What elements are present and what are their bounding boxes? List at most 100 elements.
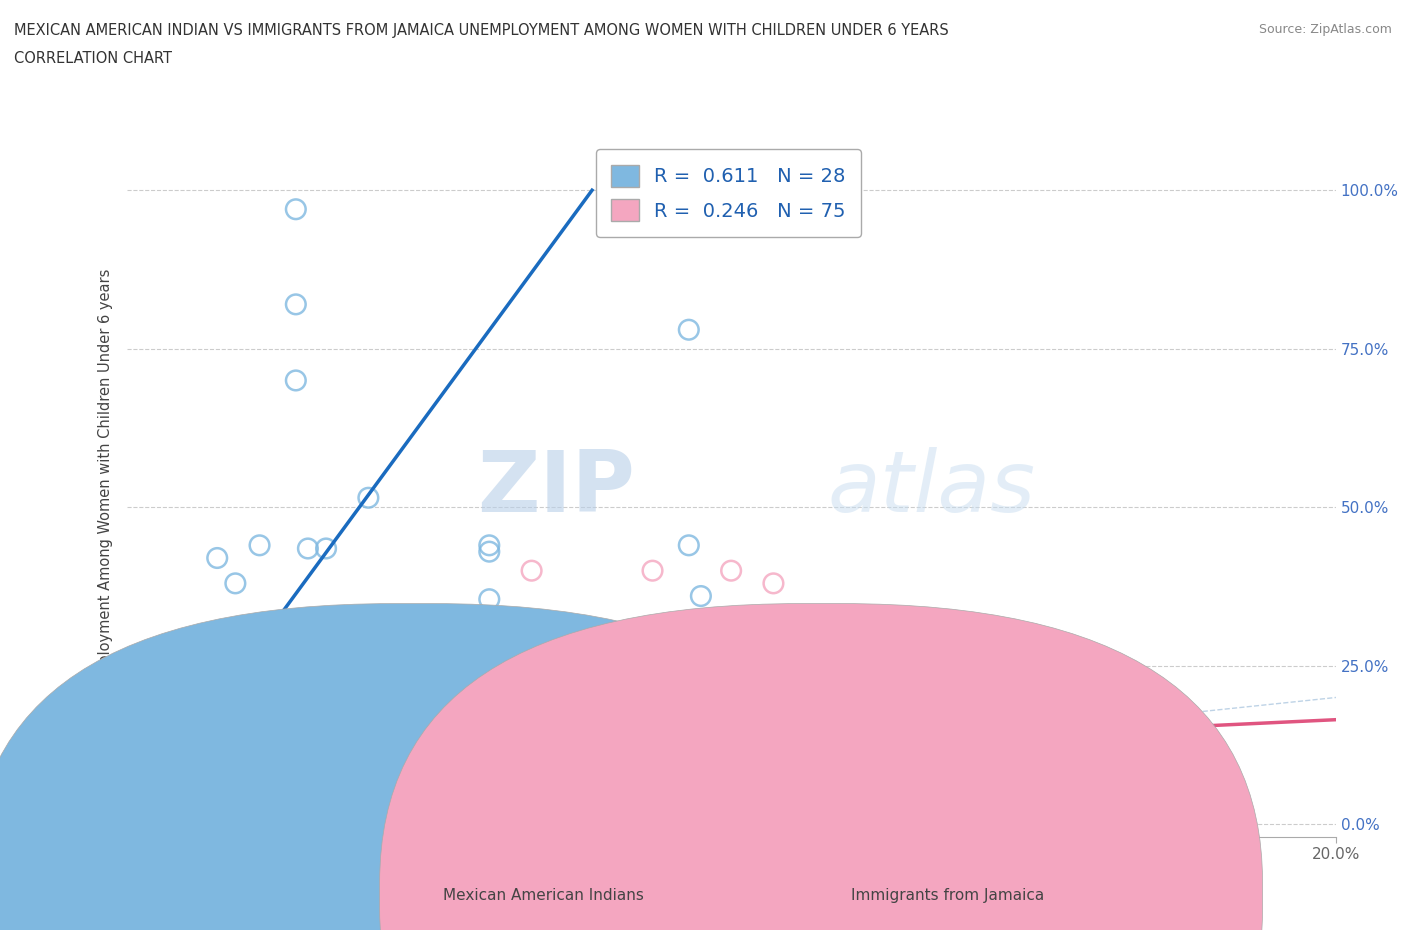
Point — [157, 728, 180, 743]
Point — [134, 776, 156, 790]
Point — [478, 776, 501, 790]
Point — [284, 373, 307, 388]
Point — [720, 564, 742, 578]
Point — [157, 744, 180, 759]
Point — [599, 656, 621, 671]
Point — [315, 753, 337, 768]
Point — [678, 323, 700, 338]
Point — [520, 564, 543, 578]
Point — [375, 744, 398, 759]
Point — [678, 202, 700, 217]
Text: Immigrants from Jamaica: Immigrants from Jamaica — [851, 888, 1043, 903]
Point — [460, 760, 482, 775]
Point — [146, 766, 169, 781]
Point — [205, 630, 228, 644]
Point — [557, 753, 579, 768]
Point — [297, 760, 319, 775]
Point — [315, 709, 337, 724]
Point — [297, 541, 319, 556]
Point — [218, 744, 240, 759]
Point — [399, 753, 422, 768]
Point — [599, 766, 621, 781]
Point — [146, 719, 169, 734]
Point — [375, 760, 398, 775]
Point — [841, 709, 863, 724]
Point — [194, 753, 217, 768]
Point — [146, 725, 169, 740]
Point — [176, 760, 198, 775]
Point — [678, 776, 700, 790]
Y-axis label: Unemployment Among Women with Children Under 6 years: Unemployment Among Women with Children U… — [98, 269, 114, 708]
Point — [496, 760, 519, 775]
Point — [478, 623, 501, 638]
Point — [176, 747, 198, 762]
Point — [194, 766, 217, 781]
Point — [478, 658, 501, 673]
Point — [339, 760, 361, 775]
Point — [762, 769, 785, 784]
Point — [236, 703, 259, 718]
Legend: R =  0.611   N = 28, R =  0.246   N = 75: R = 0.611 N = 28, R = 0.246 N = 75 — [596, 149, 860, 237]
Text: CORRELATION CHART: CORRELATION CHART — [14, 51, 172, 66]
Point — [278, 753, 301, 768]
Point — [205, 551, 228, 565]
Point — [520, 766, 543, 781]
Point — [146, 709, 169, 724]
Point — [436, 753, 458, 768]
Point — [478, 544, 501, 559]
Point — [399, 715, 422, 730]
Point — [599, 753, 621, 768]
Point — [357, 490, 380, 505]
Text: Source: ZipAtlas.com: Source: ZipAtlas.com — [1258, 23, 1392, 36]
Point — [157, 731, 180, 746]
Point — [315, 541, 337, 556]
Point — [901, 766, 924, 781]
Point — [134, 753, 156, 768]
Point — [689, 589, 711, 604]
Point — [218, 760, 240, 775]
Point — [702, 753, 724, 768]
Point — [249, 538, 271, 552]
Point — [478, 591, 501, 606]
Point — [478, 652, 501, 667]
Point — [478, 766, 501, 781]
Point — [188, 753, 211, 768]
Point — [254, 760, 277, 775]
Point — [478, 538, 501, 552]
Point — [641, 564, 664, 578]
Point — [780, 776, 803, 790]
Point — [678, 677, 700, 692]
Point — [538, 760, 561, 775]
Point — [883, 789, 905, 804]
Point — [641, 760, 664, 775]
Point — [357, 753, 380, 768]
Point — [617, 769, 640, 784]
Point — [278, 715, 301, 730]
Point — [284, 297, 307, 312]
Point — [659, 766, 682, 781]
Point — [134, 741, 156, 756]
Point — [194, 715, 217, 730]
Text: ZIP: ZIP — [477, 446, 634, 530]
Point — [194, 731, 217, 746]
Point — [339, 731, 361, 746]
Point — [218, 731, 240, 746]
Point — [315, 766, 337, 781]
Point — [418, 760, 440, 775]
Point — [678, 652, 700, 667]
Point — [254, 744, 277, 759]
Point — [176, 776, 198, 790]
Point — [297, 744, 319, 759]
Point — [163, 719, 186, 734]
Point — [678, 538, 700, 552]
Point — [841, 709, 863, 724]
Text: Mexican American Indians: Mexican American Indians — [443, 888, 644, 903]
Point — [297, 645, 319, 660]
Point — [121, 760, 143, 775]
Text: MEXICAN AMERICAN INDIAN VS IMMIGRANTS FROM JAMAICA UNEMPLOYMENT AMONG WOMEN WITH: MEXICAN AMERICAN INDIAN VS IMMIGRANTS FR… — [14, 23, 949, 38]
Point — [799, 677, 821, 692]
Point — [738, 760, 761, 775]
Point — [284, 202, 307, 217]
Point — [460, 769, 482, 784]
Text: atlas: atlas — [828, 446, 1036, 530]
